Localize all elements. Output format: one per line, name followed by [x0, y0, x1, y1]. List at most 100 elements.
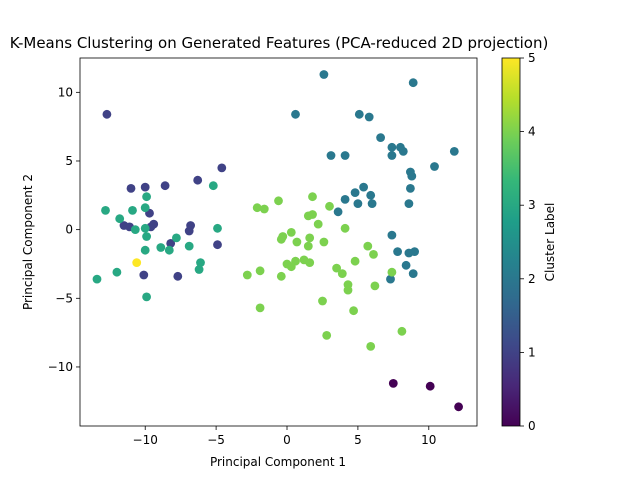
colorbar-tick-label: 3: [528, 198, 536, 212]
data-point: [142, 292, 152, 302]
data-point: [305, 258, 315, 267]
data-point: [322, 331, 332, 340]
x-tick-label: 0: [283, 433, 291, 447]
colorbar: [501, 57, 521, 427]
data-point: [303, 241, 313, 251]
colorbar-label: Cluster Label: [543, 203, 557, 282]
data-point: [350, 256, 360, 266]
data-point: [305, 233, 315, 243]
data-point: [213, 240, 222, 250]
data-point: [213, 223, 222, 233]
data-point: [408, 269, 418, 278]
data-point: [140, 245, 150, 255]
data-point: [408, 78, 418, 88]
data-point: [332, 263, 341, 273]
data-point: [115, 214, 125, 224]
data-point: [142, 232, 152, 241]
data-point: [393, 247, 402, 256]
data-point: [349, 306, 358, 316]
data-point: [319, 237, 329, 247]
data-point: [292, 237, 302, 247]
data-point: [387, 267, 397, 277]
data-point: [350, 188, 360, 198]
data-point: [276, 271, 286, 281]
data-point: [112, 267, 122, 277]
data-point: [101, 206, 110, 215]
data-point: [255, 303, 265, 313]
data-point: [353, 199, 363, 209]
y-axis-label: Principal Component 2: [21, 174, 35, 310]
data-point: [193, 175, 203, 185]
x-tick-label: 5: [354, 433, 362, 447]
data-point: [326, 151, 336, 160]
y-axis-ticks: −10 −5 0 5 10: [48, 85, 80, 374]
data-point: [340, 223, 350, 233]
data-point: [454, 402, 463, 412]
data-point: [387, 142, 397, 152]
data-point: [388, 379, 398, 388]
data-point: [425, 381, 435, 391]
x-tick-label: −5: [207, 433, 225, 447]
data-point: [407, 171, 417, 181]
data-point: [259, 204, 269, 214]
data-point: [387, 230, 397, 240]
data-point: [184, 226, 194, 236]
data-point: [308, 210, 317, 219]
data-point: [376, 133, 385, 143]
data-point: [449, 147, 459, 156]
data-point: [333, 207, 343, 217]
colorbar-tick-label: 2: [528, 272, 536, 286]
data-point: [142, 192, 152, 202]
data-point: [340, 151, 350, 160]
data-point: [325, 201, 334, 211]
data-point: [366, 342, 376, 351]
colorbar-tick-label: 0: [528, 419, 536, 433]
data-point: [274, 196, 283, 206]
x-axis-label: Principal Component 1: [210, 455, 346, 469]
data-point: [286, 228, 296, 237]
y-tick-label: 5: [65, 154, 73, 168]
data-point: [364, 112, 374, 122]
data-point: [366, 190, 376, 200]
data-point: [172, 233, 181, 243]
data-point: [313, 219, 323, 229]
data-point: [318, 296, 327, 306]
data-point: [160, 181, 170, 191]
data-point: [406, 184, 415, 193]
colorbar-tick-label: 1: [528, 345, 536, 359]
data-point: [308, 192, 317, 202]
data-point: [401, 260, 411, 270]
data-point: [126, 184, 136, 193]
chart-title: K-Means Clustering on Generated Features…: [10, 34, 549, 52]
data-point: [319, 70, 329, 79]
data-point: [387, 151, 397, 160]
colorbar-ticks: 0 1 2 3 4 5: [520, 51, 536, 433]
data-point: [276, 234, 286, 244]
data-point: [398, 147, 408, 156]
data-point: [410, 247, 419, 256]
data-point: [140, 182, 150, 192]
data-point: [430, 162, 439, 171]
x-axis-ticks: −10 −5 0 5 10: [133, 426, 436, 447]
data-point: [156, 243, 166, 252]
data-point: [164, 245, 174, 255]
data-point: [386, 274, 395, 284]
data-point: [217, 163, 227, 173]
data-point: [404, 199, 414, 209]
data-point: [139, 270, 149, 280]
colorbar-tick-label: 5: [528, 51, 536, 65]
x-tick-label: −10: [133, 433, 158, 447]
data-point: [397, 326, 407, 336]
data-point: [102, 109, 112, 119]
data-point: [286, 262, 296, 272]
plot-frame: [79, 57, 478, 427]
data-point: [132, 258, 142, 267]
data-point: [128, 206, 137, 215]
data-point: [369, 250, 378, 259]
y-tick-label: 0: [65, 223, 73, 237]
data-point: [354, 109, 364, 119]
data-point: [343, 285, 353, 295]
data-point: [140, 223, 150, 233]
data-point: [140, 203, 150, 213]
